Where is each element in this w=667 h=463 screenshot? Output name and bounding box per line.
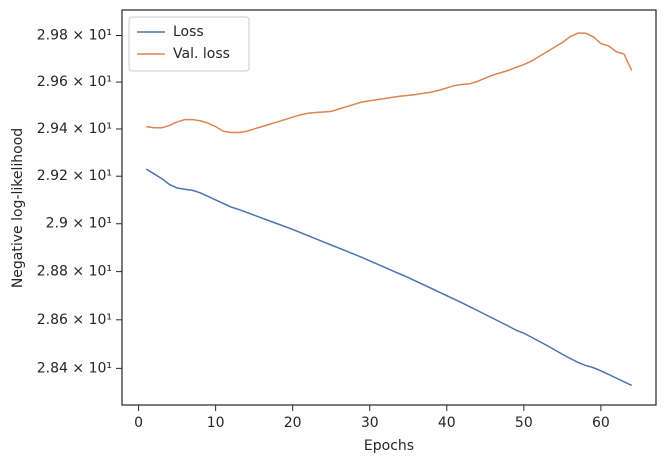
y-tick-label: 2.88 × 10¹ bbox=[37, 264, 112, 280]
y-tick-label: 2.86 × 10¹ bbox=[37, 312, 112, 328]
x-axis-label: Epochs bbox=[364, 438, 414, 454]
y-tick-label: 2.92 × 10¹ bbox=[37, 168, 112, 184]
y-tick-label: 2.96 × 10¹ bbox=[37, 74, 112, 90]
y-tick-label: 2.84 × 10¹ bbox=[37, 360, 112, 376]
plot-frame bbox=[121, 9, 657, 406]
x-tick-label: 50 bbox=[515, 415, 533, 431]
legend-label: Val. loss bbox=[173, 46, 230, 62]
y-tick-label: 2.9 × 10¹ bbox=[46, 216, 112, 232]
y-tick-label: 2.94 × 10¹ bbox=[37, 121, 112, 137]
line-series bbox=[146, 32, 633, 134]
x-tick-label: 20 bbox=[284, 415, 302, 431]
legend-label: Loss bbox=[173, 24, 204, 40]
x-tick-label: 0 bbox=[134, 415, 143, 431]
y-tick-label: 2.98 × 10¹ bbox=[37, 27, 112, 43]
x-tick-label: 60 bbox=[592, 415, 610, 431]
x-tick-label: 10 bbox=[207, 415, 225, 431]
legend-box bbox=[128, 16, 250, 72]
line-series bbox=[145, 168, 633, 387]
x-tick-label: 30 bbox=[361, 415, 379, 431]
x-tick-label: 40 bbox=[438, 415, 456, 431]
y-axis-label: Negative log-likelihood bbox=[10, 128, 26, 288]
